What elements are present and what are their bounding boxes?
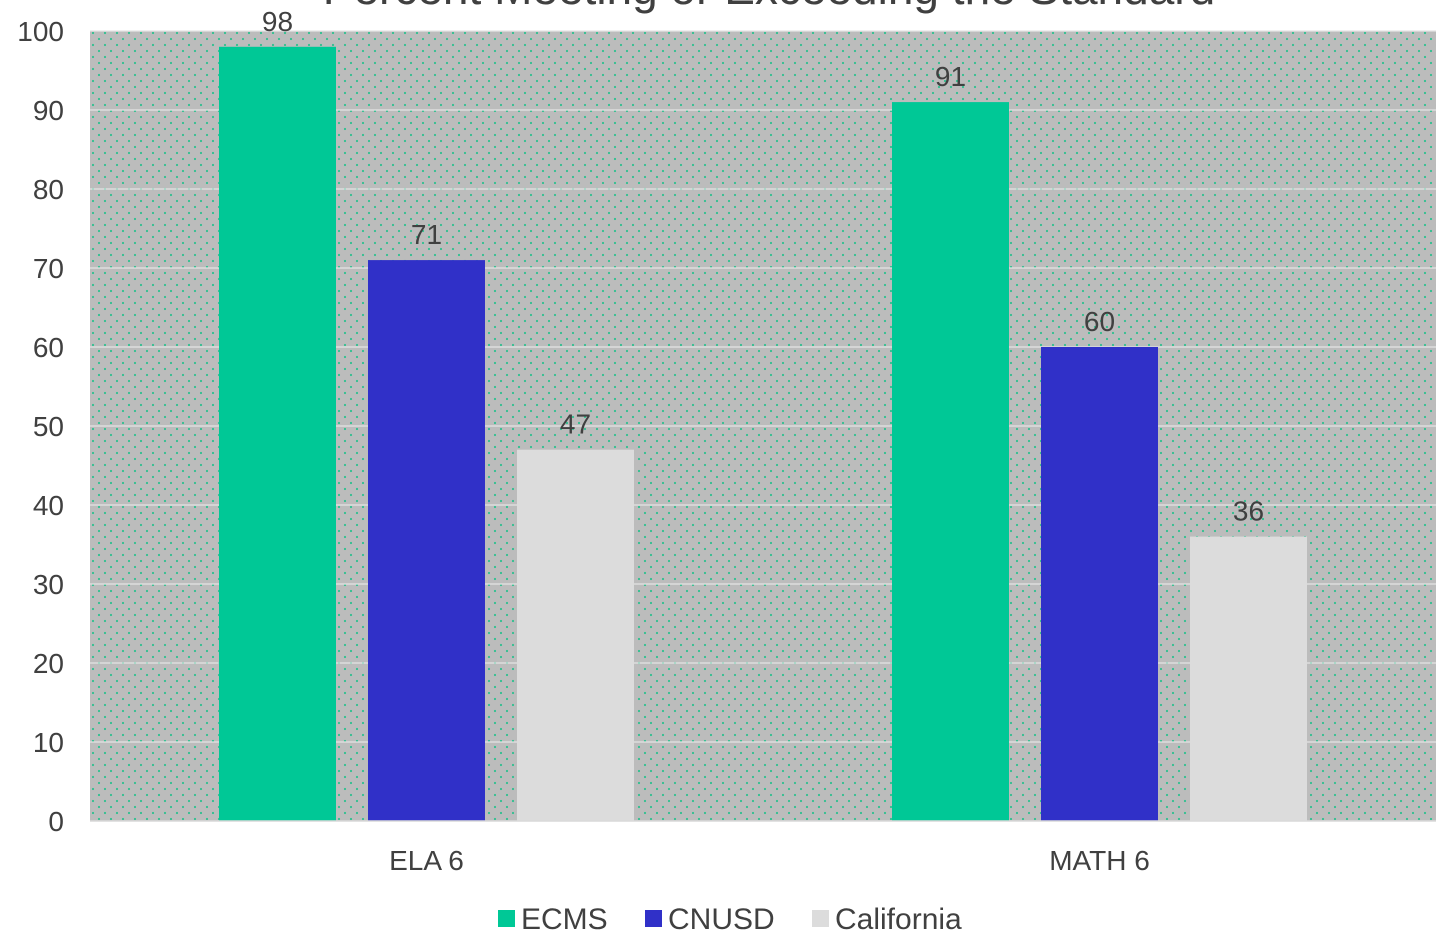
legend-label-california: California: [835, 903, 962, 933]
legend-swatch-california: [812, 910, 829, 927]
bar-ecms-math-6: [892, 102, 1009, 822]
data-label: 36: [1233, 496, 1264, 527]
data-label: 98: [262, 6, 293, 37]
bar-ecms-ela-6: [219, 46, 336, 822]
data-label: 60: [1084, 306, 1115, 337]
bar-cnusd-ela-6: [368, 260, 485, 822]
y-tick-label: 0: [48, 806, 64, 837]
y-tick-label: 90: [33, 95, 64, 126]
y-tick-label: 70: [33, 253, 64, 284]
data-label: 47: [560, 409, 591, 440]
bar-california-ela-6: [517, 449, 634, 821]
bar-cnusd-math-6: [1041, 347, 1158, 821]
y-tick-label: 40: [33, 490, 64, 521]
chart-title: Percent Meeting or Exceeding the Standar…: [323, 0, 1215, 14]
x-category-label: MATH 6: [1049, 845, 1150, 876]
y-tick-label: 30: [33, 569, 64, 600]
y-tick-label: 80: [33, 174, 64, 205]
y-tick-label: 100: [17, 16, 64, 47]
legend-swatch-ecms: [498, 910, 515, 927]
legend-swatch-cnusd: [645, 910, 662, 927]
legend-label-ecms: ECMS: [521, 903, 608, 933]
y-tick-label: 60: [33, 332, 64, 363]
x-category-label: ELA 6: [389, 845, 464, 876]
data-label: 71: [411, 219, 442, 250]
legend-label-cnusd: CNUSD: [668, 903, 775, 933]
bar-california-math-6: [1190, 536, 1307, 821]
data-label: 91: [935, 61, 966, 92]
y-tick-label: 10: [33, 727, 64, 758]
y-tick-label: 50: [33, 411, 64, 442]
y-tick-label: 20: [33, 648, 64, 679]
